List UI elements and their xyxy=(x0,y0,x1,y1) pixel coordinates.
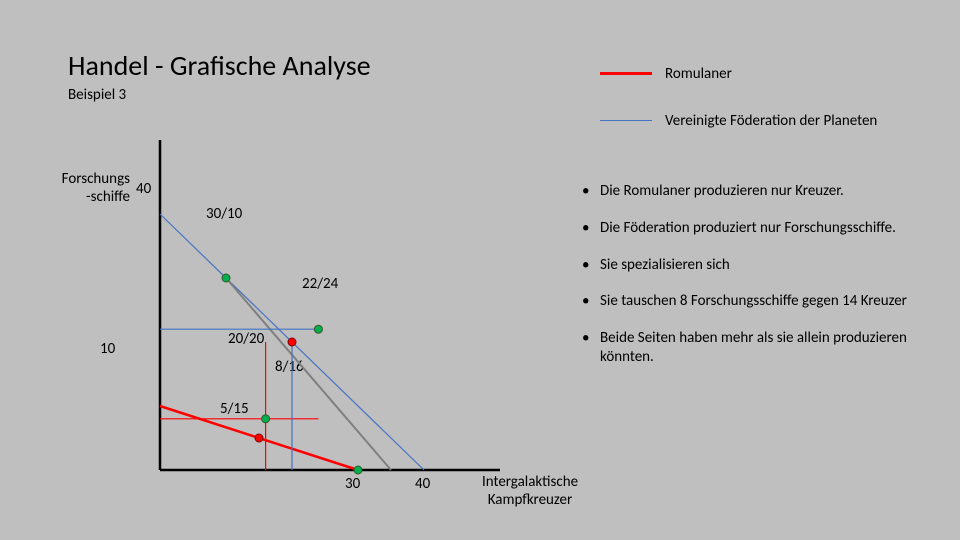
pt-8-16 xyxy=(262,415,270,423)
legend-label-federation: Vereinigte Föderation der Planeten xyxy=(665,112,877,130)
pt-axis-30 xyxy=(354,466,362,474)
pt-5-15 xyxy=(255,434,263,442)
page-title: Handel - Grafische Analyse xyxy=(68,48,371,83)
ppf-chart xyxy=(120,130,640,500)
legend-line-romulaner xyxy=(600,72,652,75)
pt-20-20 xyxy=(288,338,296,346)
bullet-item: Beide Seiten haben mehr als sie allein p… xyxy=(582,329,942,367)
bullet-item: Sie tauschen 8 Forschungsschiffe gegen 1… xyxy=(582,292,942,311)
bullet-item: Die Föderation produziert nur Forschungs… xyxy=(582,219,942,238)
analysis-bullets: Die Romulaner produzieren nur Kreuzer. Di… xyxy=(582,182,942,385)
bullet-item: Die Romulaner produzieren nur Kreuzer. xyxy=(582,182,942,201)
page-subtitle: Beispiel 3 xyxy=(68,86,126,104)
trade-line xyxy=(226,278,391,470)
y-axis-label: Forschungs-schiffe xyxy=(20,170,130,206)
y-tick-label: 10 xyxy=(100,340,115,358)
pt-30-10 xyxy=(222,274,230,282)
pt-22-24 xyxy=(314,325,322,333)
legend-line-federation xyxy=(600,120,652,121)
bullet-item: Sie spezialisieren sich xyxy=(582,256,942,275)
legend-label-romulaner: Romulaner xyxy=(665,65,732,83)
